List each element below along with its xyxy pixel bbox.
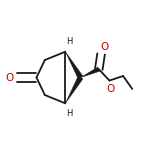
Text: H: H [66,37,72,46]
Text: O: O [107,84,115,94]
Polygon shape [81,67,100,78]
Text: O: O [6,73,14,83]
Text: O: O [100,42,108,52]
Text: H: H [66,109,72,118]
Polygon shape [65,52,83,79]
Polygon shape [65,76,83,103]
